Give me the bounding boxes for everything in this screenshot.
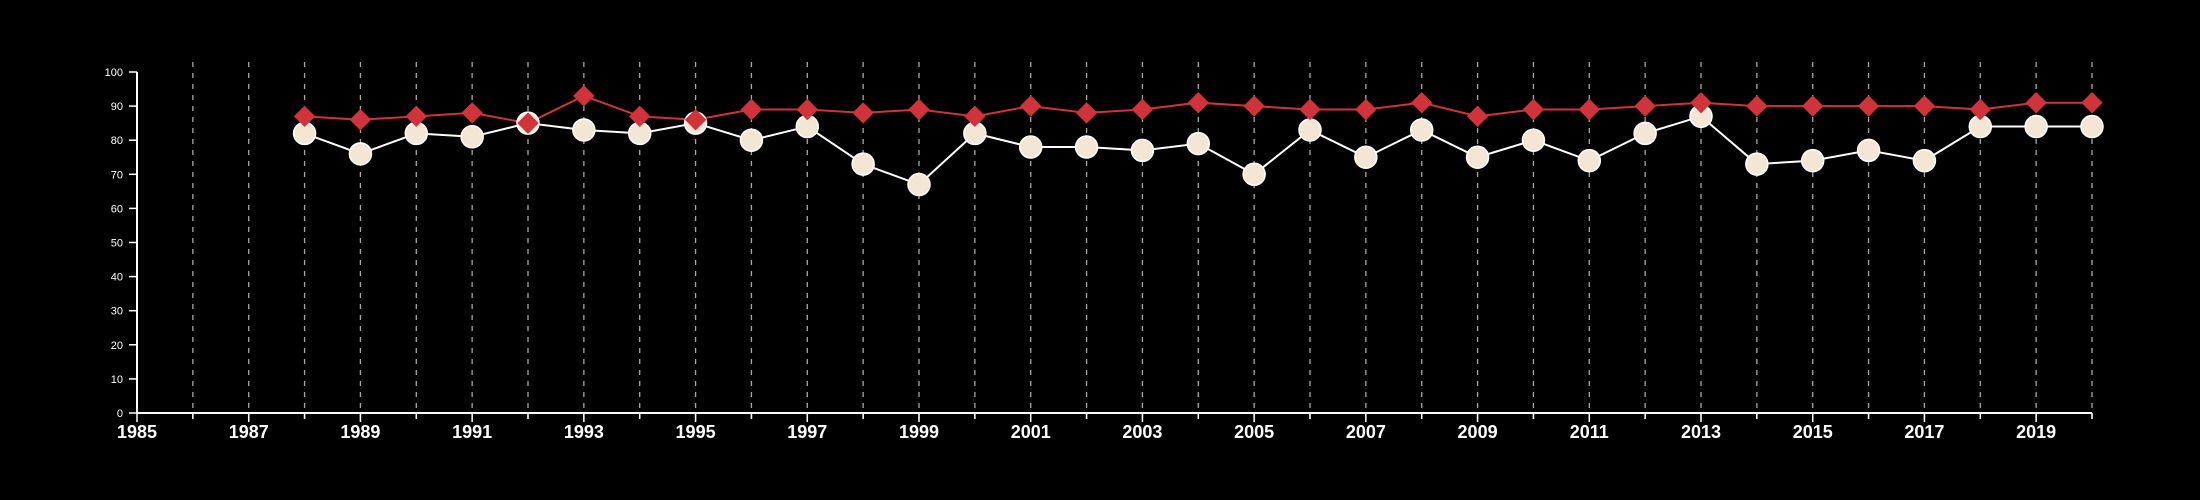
y-tick-label-0: 0 <box>117 408 123 420</box>
series-1-point-1991 <box>461 102 483 124</box>
series-2-point-2009 <box>1465 145 1490 169</box>
x-tick-label-2015: 2015 <box>1793 422 1833 442</box>
series-1-point-1994 <box>629 105 651 128</box>
y-tick-label-30: 30 <box>111 306 123 318</box>
series-2-point-1989 <box>348 142 373 166</box>
series-2-point-1996 <box>739 128 764 152</box>
series-1-point-2003 <box>1131 98 1154 121</box>
series-1-point-2018 <box>1969 98 1991 121</box>
series-2-point-2015 <box>1800 148 1825 173</box>
series-2-point-2007 <box>1354 145 1378 169</box>
series-2-point-2004 <box>1186 131 1211 156</box>
x-tick-label-2019: 2019 <box>2016 422 2056 442</box>
x-tick-label-2017: 2017 <box>1904 422 1944 442</box>
series-1-point-2000 <box>964 105 986 128</box>
series-2-point-1993 <box>572 118 596 142</box>
x-tick-label-2007: 2007 <box>1346 422 1386 442</box>
series-2-point-1999 <box>907 172 931 197</box>
x-tick-label-1999: 1999 <box>899 422 939 442</box>
series-2-point-1998 <box>851 152 875 176</box>
x-tick-label-2001: 2001 <box>1011 422 1051 442</box>
x-tick-label-1993: 1993 <box>564 422 604 442</box>
x-tick-label-1997: 1997 <box>787 422 827 442</box>
x-tick-label-1995: 1995 <box>676 422 716 442</box>
series-1-point-2006 <box>1299 98 1321 121</box>
series-1-point-2002 <box>1075 102 1098 124</box>
series-2-point-2020 <box>2080 114 2104 139</box>
series-1-point-2004 <box>1187 91 1209 114</box>
x-tick-label-2009: 2009 <box>1458 422 1498 442</box>
series-2-point-2003 <box>1130 138 1155 163</box>
y-tick-label-60: 60 <box>111 203 123 215</box>
series-1-point-1997 <box>796 98 818 121</box>
series-1-point-1999 <box>908 98 930 121</box>
series-1-point-2020 <box>2081 91 2103 114</box>
series-1-point-1998 <box>852 102 874 124</box>
y-tick-label-90: 90 <box>111 101 123 113</box>
series-2-point-2014 <box>1745 152 1769 176</box>
series-2-point-2008 <box>1409 118 1434 142</box>
series-1-point-2015 <box>1802 95 1824 117</box>
series-1-point-1996 <box>740 98 763 121</box>
series-1-point-2010 <box>1522 98 1545 121</box>
series-1-point-2011 <box>1578 98 1600 121</box>
series-1-point-2013 <box>1690 91 1712 114</box>
series-1-point-2007 <box>1355 98 1377 121</box>
x-tick-label-2013: 2013 <box>1681 422 1721 442</box>
series-1-point-1992 <box>517 112 539 134</box>
series-1-point-1988 <box>293 105 316 128</box>
x-tick-label-1989: 1989 <box>340 422 380 442</box>
x-tick-label-1985: 1985 <box>117 422 157 442</box>
series-1-point-1993 <box>573 85 595 107</box>
series-1-point-1990 <box>405 105 427 128</box>
data-points <box>292 85 2104 197</box>
series-1-point-2009 <box>1466 105 1489 128</box>
series-1-point-2012 <box>1634 95 1656 117</box>
series-2-point-2010 <box>1521 128 1546 152</box>
series-1-point-2019 <box>2025 91 2047 114</box>
x-tick-label-2005: 2005 <box>1234 422 1274 442</box>
series-1-point-2014 <box>1746 95 1768 117</box>
series-1-point-1995 <box>684 109 707 131</box>
series-1-point-1989 <box>349 109 372 131</box>
x-tick-label-2003: 2003 <box>1122 422 1162 442</box>
series-2-point-1991 <box>460 125 484 149</box>
series-2-point-2012 <box>1633 121 1657 146</box>
series-1-point-2017 <box>1913 95 1936 117</box>
y-tick-label-80: 80 <box>111 135 123 147</box>
y-tick-label-70: 70 <box>111 169 123 181</box>
series-1-point-2005 <box>1243 95 1265 117</box>
y-tick-label-50: 50 <box>111 238 123 250</box>
x-tick-label-1987: 1987 <box>229 422 269 442</box>
y-tick-label-40: 40 <box>111 272 123 284</box>
series-2-point-2001 <box>1018 135 1043 159</box>
x-tick-label-2011: 2011 <box>1570 422 1609 442</box>
series-2-point-2005 <box>1242 162 1266 187</box>
series-2-point-2017 <box>1912 148 1937 173</box>
series-2-point-2019 <box>2024 114 2048 139</box>
axes: 0 10 20 30 40 50 60 70 80 90 100 1985 1987 1989 1991 19… <box>105 67 2093 442</box>
y-tick-label-20: 20 <box>111 340 123 352</box>
series-2-point-2006 <box>1298 118 1322 142</box>
series-2-point-2002 <box>1074 135 1099 159</box>
x-tick-label-1991: 1991 <box>452 422 492 442</box>
series-1-point-2001 <box>1020 95 1042 117</box>
series-2-point-2016 <box>1856 138 1881 163</box>
series-1-point-2008 <box>1411 91 1433 114</box>
y-tick-label-10: 10 <box>111 374 123 386</box>
y-tick-label-100: 100 <box>105 67 123 79</box>
series-2-point-2011 <box>1577 148 1602 173</box>
series-1-point-2016 <box>1857 95 1880 117</box>
